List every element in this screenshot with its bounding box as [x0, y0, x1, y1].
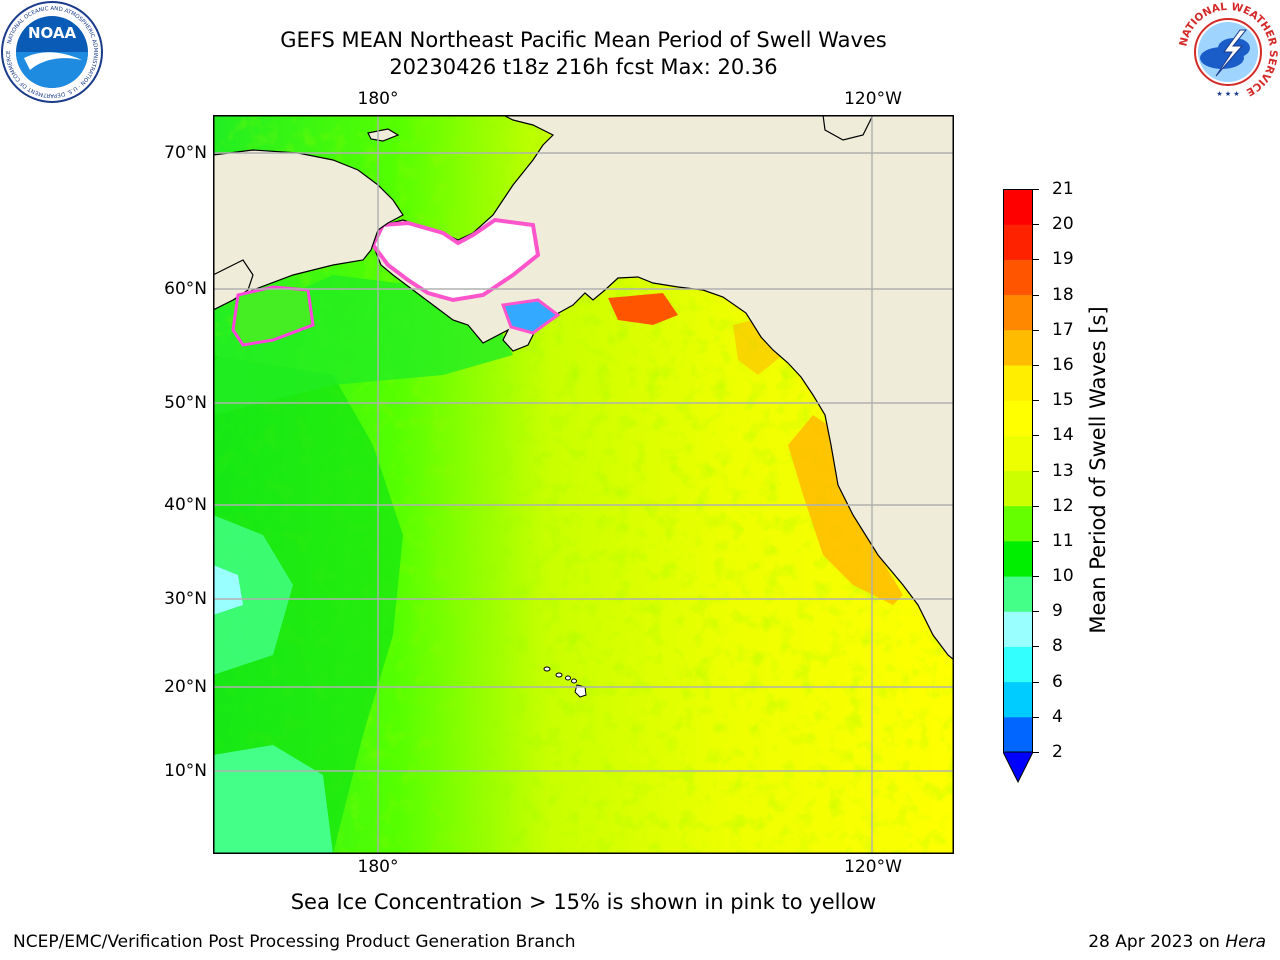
- colorbar-tick-mark: [1033, 224, 1039, 226]
- colorbar-tick-mark: [1033, 400, 1039, 402]
- lat-label-70n: 70°N: [164, 143, 207, 163]
- colorbar-segment: [1003, 189, 1033, 225]
- map-frame: [213, 115, 954, 854]
- lat-label-60n: 60°N: [164, 279, 207, 299]
- plot-subtitle: 20230426 t18z 216h fcst Max: 20.36: [389, 55, 778, 79]
- swell-period-map: [213, 115, 954, 854]
- colorbar-segment: [1003, 540, 1033, 577]
- footer-host: Hera: [1225, 932, 1266, 952]
- colorbar-segment: [1003, 681, 1033, 718]
- colorbar-tick-mark: [1033, 435, 1039, 437]
- period-9-10-area-west: [213, 515, 293, 675]
- colorbar-segment: [1003, 364, 1033, 401]
- colorbar-tick-mark: [1033, 752, 1039, 753]
- colorbar-tick-label: 13: [1052, 460, 1074, 481]
- footer-date-text: 28 Apr 2023 on: [1088, 932, 1226, 952]
- colorbar-tick-mark: [1033, 505, 1039, 507]
- colorbar-tick-label: 10: [1052, 566, 1074, 587]
- land-wrangel-island: [367, 128, 400, 142]
- land-arctic-islands: [822, 115, 874, 141]
- period-18-19-area: [608, 293, 678, 325]
- colorbar-tick-mark: [1033, 540, 1039, 542]
- sea-ice-bering: [370, 217, 541, 303]
- colorbar-tick-label: 14: [1052, 425, 1074, 446]
- colorbar-segment: [1003, 470, 1033, 507]
- colorbar-segments: [1003, 189, 1033, 753]
- colorbar-tick-label: 17: [1052, 319, 1074, 340]
- colorbar-segment: [1003, 259, 1033, 296]
- colorbar-tick-mark: [1033, 329, 1039, 331]
- colorbar-segment: [1003, 505, 1033, 542]
- lat-label-40n: 40°N: [164, 495, 207, 515]
- colorbar-segment: [1003, 611, 1033, 647]
- colorbar-segment: [1003, 294, 1033, 331]
- noaa-logo: NOAA NATIONAL OCEANIC AND ATMOSPHERIC AD…: [1, 1, 103, 103]
- colorbar-segment: [1003, 576, 1033, 612]
- colorbar-tick-label: 6: [1052, 671, 1063, 692]
- sea-ice-note: Sea Ice Concentration > 15% is shown in …: [290, 890, 877, 914]
- lon-label-bottom-180: 180°: [357, 857, 399, 877]
- plot-title: GEFS MEAN Northeast Pacific Mean Period …: [280, 28, 887, 52]
- short-period-region-west: [213, 355, 403, 854]
- colorbar-segment: [1003, 646, 1033, 683]
- colorbar-tick-mark: [1033, 681, 1039, 683]
- colorbar-title: Mean Period of Swell Waves [s]: [1086, 306, 1110, 634]
- colorbar-tick-mark: [1033, 364, 1039, 366]
- colorbar-frame: [1003, 189, 1033, 753]
- colorbar-tick-label: 8: [1052, 636, 1063, 657]
- colorbar-tick-label: 18: [1052, 284, 1074, 305]
- map-gridlines: [213, 115, 954, 854]
- nws-logo: NATIONAL WEATHER SERVICE ★ ★ ★: [1177, 1, 1279, 100]
- lat-label-30n: 30°N: [164, 589, 207, 609]
- hawaiian-islands: [543, 666, 587, 698]
- svg-text:★ ★ ★: ★ ★ ★: [1216, 90, 1239, 98]
- colorbar-tick-mark: [1033, 716, 1039, 718]
- colorbar-tick-mark: [1033, 189, 1039, 190]
- colorbar-tick-label: 15: [1052, 390, 1074, 411]
- lat-label-10n: 10°N: [164, 761, 207, 781]
- land-kamchatka: [213, 259, 254, 311]
- colorbar-tick-label: 20: [1052, 214, 1074, 235]
- colorbar-tick-label: 19: [1052, 249, 1074, 270]
- colorbar-tick-label: 9: [1052, 601, 1063, 622]
- colorbar-underflow-triangle: [1003, 751, 1033, 784]
- colorbar-segment: [1003, 224, 1033, 260]
- lon-label-bottom-120w: 120°W: [844, 857, 902, 877]
- colorbar-segment: [1003, 400, 1033, 436]
- noaa-logo-text: NOAA: [28, 24, 77, 42]
- period-8-9-area: [213, 565, 243, 615]
- sea-ice-bristol-bay: [500, 298, 561, 335]
- period-16-17-area-california: [788, 415, 903, 605]
- colorbar-tick-mark: [1033, 470, 1039, 472]
- lon-label-top-120w: 120°W: [844, 89, 902, 109]
- colorbar-tick-mark: [1033, 611, 1039, 613]
- colorbar-tick-label: 16: [1052, 354, 1074, 375]
- colorbar-tick-label: 4: [1052, 706, 1063, 727]
- colorbar-segment: [1003, 435, 1033, 471]
- colorbar-tick-label: 21: [1052, 179, 1074, 199]
- colorbar-tick-label: 11: [1052, 530, 1074, 551]
- lat-label-50n: 50°N: [164, 393, 207, 413]
- colorbar-tick-label: 12: [1052, 495, 1074, 516]
- footer-branch: NCEP/EMC/Verification Post Processing Pr…: [13, 932, 576, 952]
- sea-ice-siberia-coast: [231, 285, 315, 347]
- period-9-10-area-southwest: [213, 745, 333, 854]
- colorbar-tick-label: 2: [1052, 742, 1063, 762]
- colorbar-tick-mark: [1033, 294, 1039, 296]
- lon-label-top-180: 180°: [357, 89, 399, 109]
- footer-date: 28 Apr 2023 on Hera: [1088, 932, 1266, 952]
- colorbar: [1003, 189, 1033, 784]
- colorbar-tick-mark: [1033, 259, 1039, 261]
- colorbar-tick-mark: [1033, 576, 1039, 578]
- colorbar-segment: [1003, 329, 1033, 366]
- lat-label-20n: 20°N: [164, 677, 207, 697]
- colorbar-segment: [1003, 716, 1033, 753]
- colorbar-tick-mark: [1033, 646, 1039, 648]
